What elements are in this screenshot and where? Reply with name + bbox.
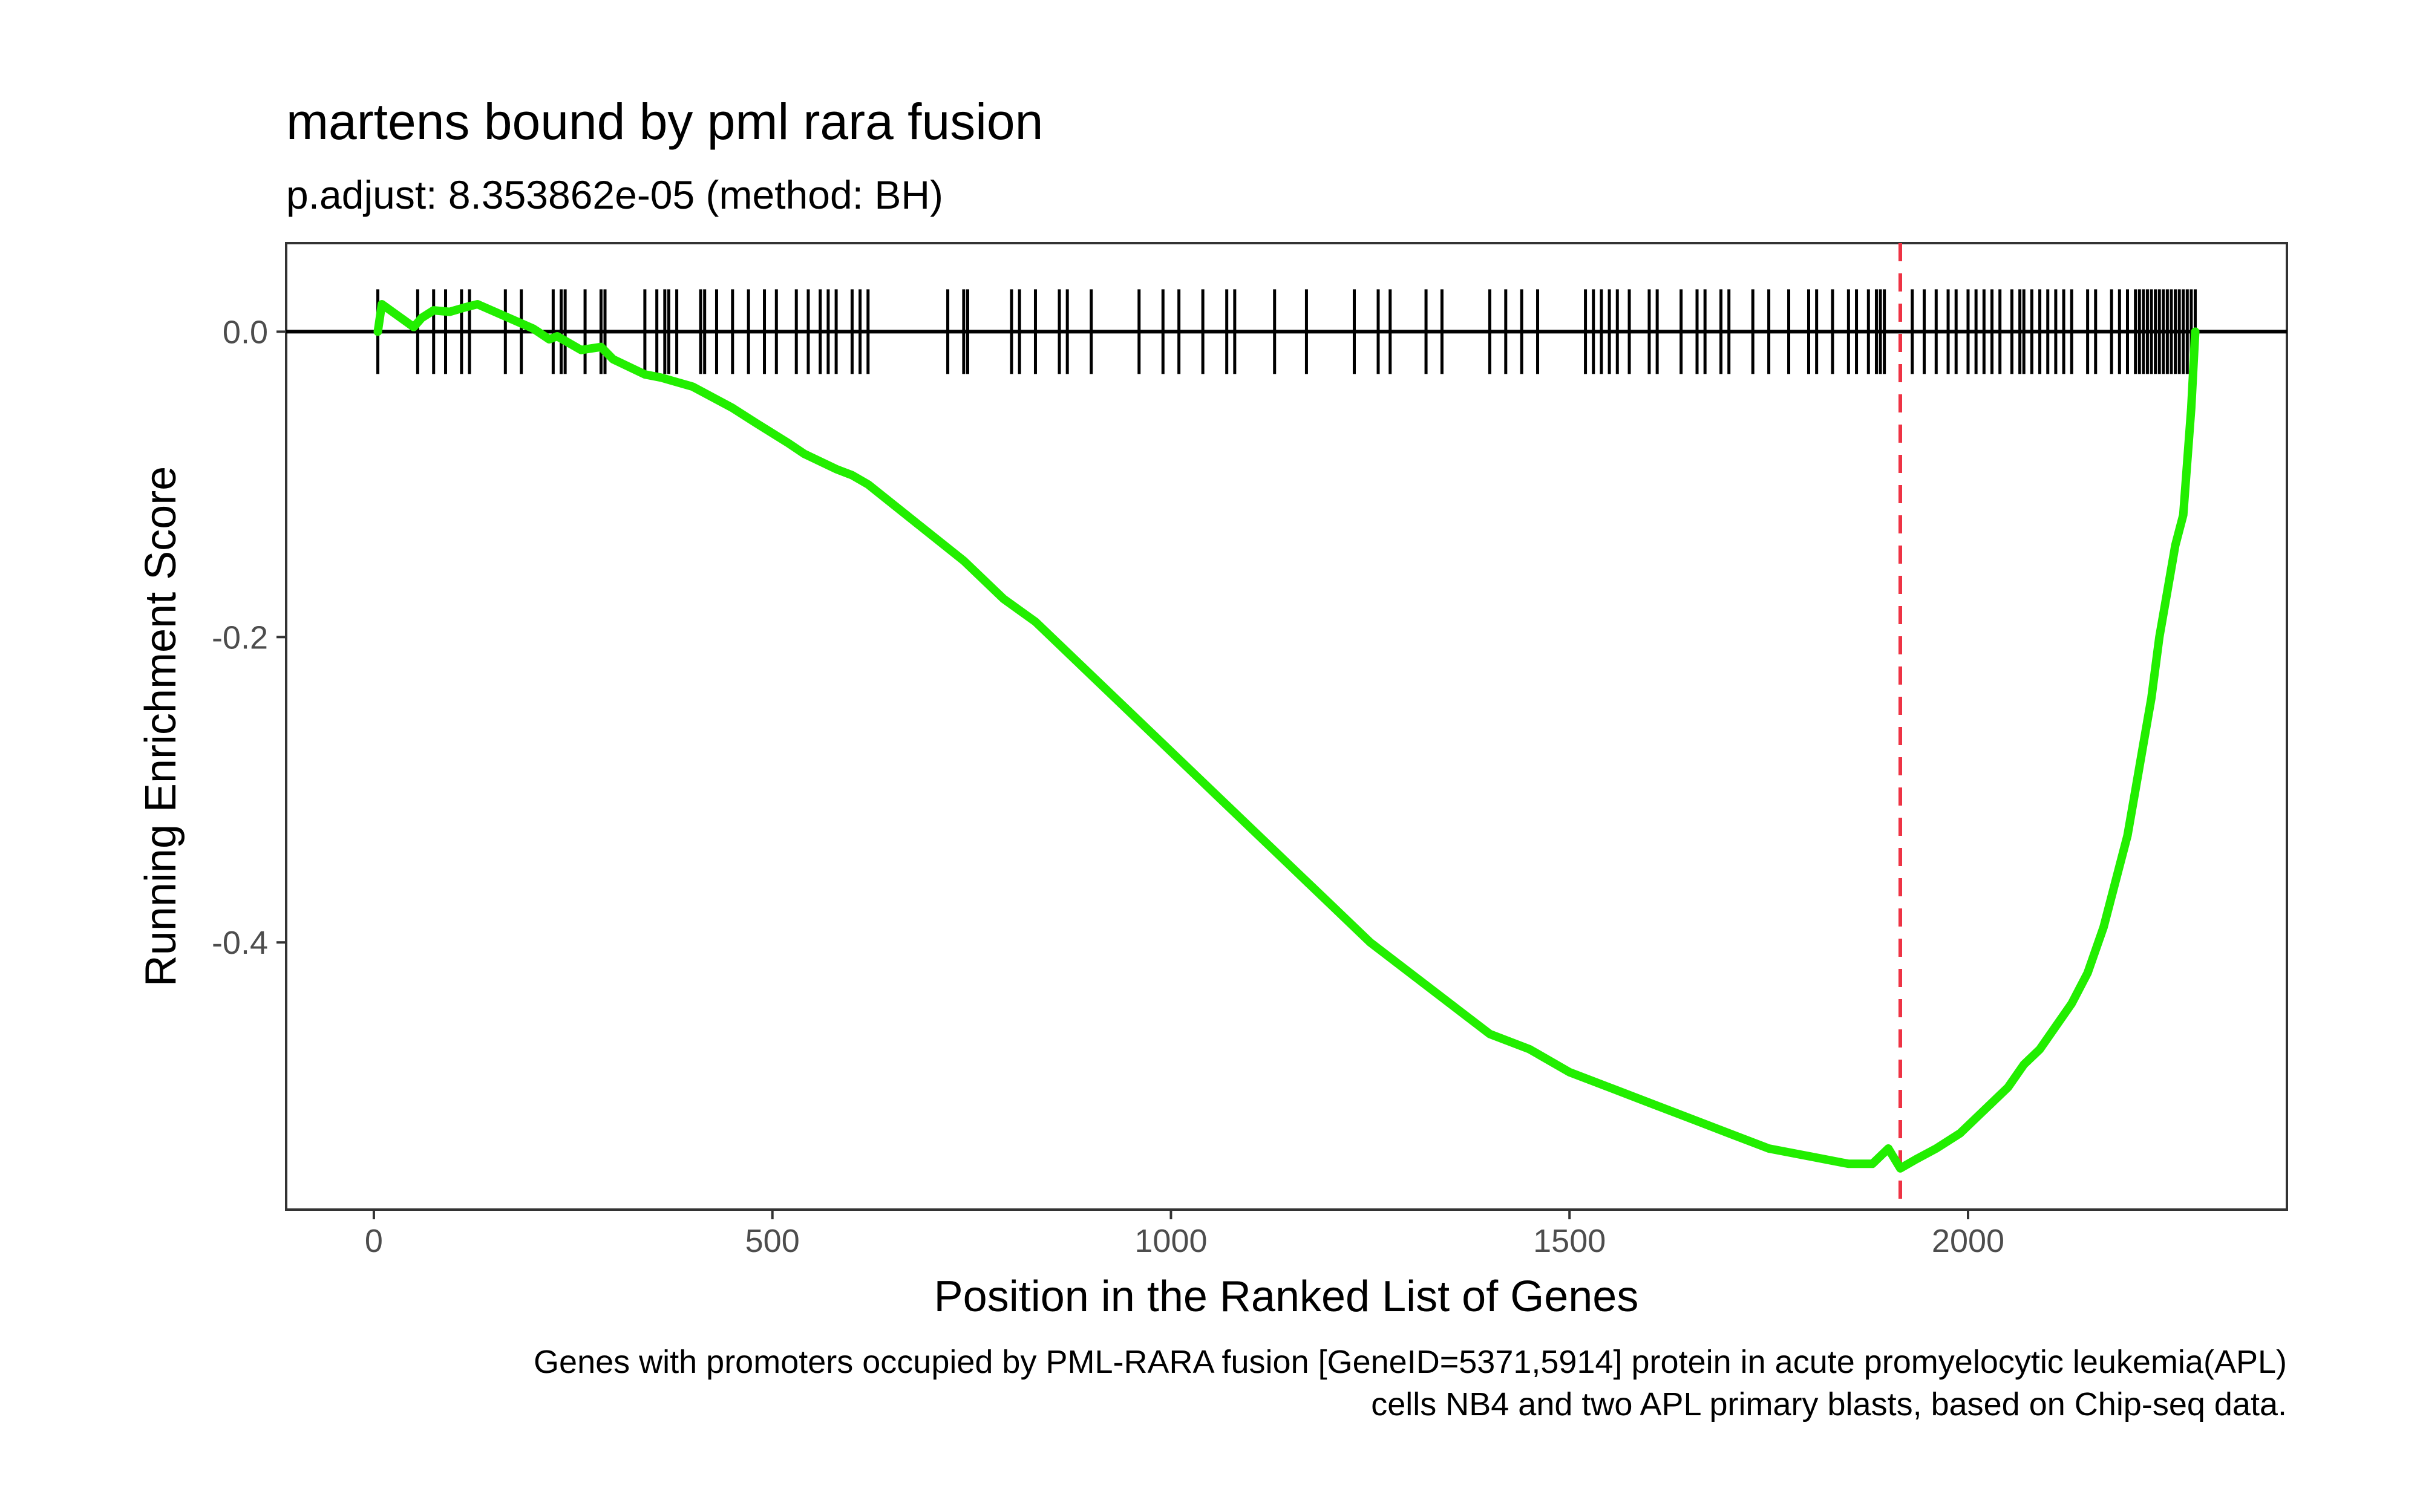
caption-line-2: cells NB4 and two APL primary blasts, ba… <box>1371 1386 2287 1422</box>
x-tick-label: 1000 <box>1134 1223 1207 1259</box>
plot-panel <box>285 242 2288 1211</box>
x-axis: 0 500 1000 1500 2000 <box>365 1210 2004 1259</box>
y-axis-title: Running Enrichment Score <box>137 466 185 986</box>
y-tick-label: 0.0 <box>223 314 268 350</box>
x-axis-title: Position in the Ranked List of Genes <box>934 1272 1639 1321</box>
x-tick-label: 0 <box>365 1223 383 1259</box>
running-es-line <box>373 300 2200 1173</box>
x-tick-label: 1500 <box>1533 1223 1606 1259</box>
chart-title: martens bound by pml rara fusion <box>286 93 1043 150</box>
y-tick-label: -0.2 <box>212 619 268 656</box>
y-axis: 0.0 -0.2 -0.4 <box>212 314 286 961</box>
chart-subtitle: p.adjust: 8.353862e-05 (method: BH) <box>286 172 943 217</box>
y-tick-label: -0.4 <box>212 925 268 961</box>
caption-line-1: Genes with promoters occupied by PML-RAR… <box>534 1344 2287 1380</box>
x-tick-label: 2000 <box>1932 1223 2004 1259</box>
x-tick-label: 500 <box>745 1223 800 1259</box>
